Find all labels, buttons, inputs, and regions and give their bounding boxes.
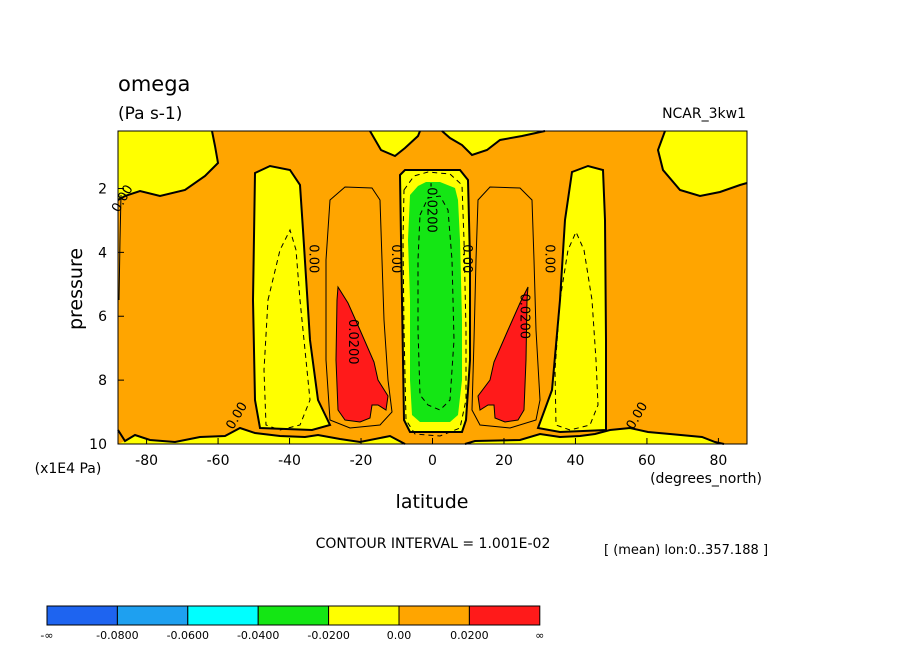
zero-contour-equator — [398, 169, 471, 433]
negative-contour-equator-outer — [402, 171, 467, 437]
x-tick-label: 0 — [428, 453, 437, 469]
contour-label: 0.0200 — [345, 319, 360, 365]
negative-contour-equator-inner — [417, 195, 455, 411]
x-axis: -80 -60 -40 -20 0 20 40 60 80 — [135, 438, 727, 469]
colorbar-swatch — [468, 605, 541, 626]
colorbar-swatch — [398, 605, 470, 626]
contour-lines — [117, 130, 748, 445]
positive-strong-outline-south — [335, 285, 389, 423]
colorbar-swatch — [116, 605, 189, 626]
x-tick-label: -40 — [278, 453, 301, 469]
x-tick-label: -60 — [207, 453, 230, 469]
colorbar-level-label: -0.0400 — [237, 629, 279, 642]
contour-labels: 0.000.00 0.00 0.00 0.000.00 0.00-0.02000.020… — [109, 183, 651, 433]
contour-label-text: 0.00 — [541, 244, 556, 273]
negative-contour-north — [554, 230, 599, 431]
x-tick-label: 40 — [567, 453, 585, 469]
contour-label-text: 0.00 — [388, 244, 403, 273]
zero-contour-south-subtropics — [251, 164, 332, 432]
y-tick-label: 8 — [98, 373, 107, 389]
zero-contour-north-subtropics — [536, 164, 607, 434]
zero-contour-outer — [117, 130, 748, 445]
x-tick-label: 20 — [495, 453, 513, 469]
chart-title: omega — [118, 72, 190, 96]
zero-contour-edge-west — [118, 194, 122, 301]
dataset-label: NCAR_3kw1 — [662, 106, 746, 122]
contour-label: 0.00 — [541, 244, 556, 273]
positive-strong-outline-north — [477, 286, 529, 423]
colorbar-swatch — [257, 605, 330, 626]
x-tick-label: 60 — [638, 453, 656, 469]
colorbar-swatch — [328, 605, 400, 626]
colorbar-level-label: ∞ — [535, 629, 544, 642]
positive-contour-south — [325, 186, 393, 429]
contour-label-text: 0.0200 — [345, 319, 360, 365]
mean-label: [ (mean) lon:0..357.188 ] — [604, 543, 768, 558]
y-tick-label: 6 — [98, 309, 107, 325]
positive-contour-north — [471, 186, 541, 429]
fill-negative-strong — [408, 182, 462, 422]
contour-label: 0.00 — [388, 244, 403, 273]
x-tick-label: 80 — [709, 453, 727, 469]
colorbar-level-label: -0.0600 — [167, 629, 209, 642]
colorbar-swatch — [187, 605, 259, 626]
colorbar-level-label: -∞ — [40, 629, 53, 642]
fill-positive-weak — [118, 131, 747, 444]
contour-label-text: -0.0200 — [424, 183, 439, 233]
contour-interval-label: CONTOUR INTERVAL = 1.001E-02 — [316, 536, 551, 552]
chart-units: (Pa s-1) — [118, 104, 182, 124]
contour-label: 0.0200 — [516, 293, 531, 339]
colorbar-level-label: 0.0200 — [450, 629, 489, 642]
x-tick-label: -80 — [135, 453, 158, 469]
y-units-label: (x1E4 Pa) — [35, 461, 102, 477]
colorbar-swatch — [46, 605, 118, 626]
y-axis-title: pressure — [65, 248, 87, 330]
contour-label-text: 0.00 — [459, 244, 474, 273]
x-tick-label: -20 — [350, 453, 373, 469]
fill-positive-strong-south — [336, 287, 388, 422]
colorbar-level-label: -0.0800 — [96, 629, 138, 642]
contour-label: 0.00 — [459, 244, 474, 273]
x-units-label: (degrees_north) — [650, 471, 762, 487]
negative-contour-south — [263, 228, 311, 431]
y-tick-label: 10 — [89, 437, 107, 453]
contour-label-text: 0.00 — [306, 244, 321, 273]
colorbar-level-label: 0.00 — [387, 629, 412, 642]
y-tick-label: 2 — [98, 181, 107, 197]
y-tick-label: 4 — [98, 245, 107, 261]
y-axis: 2 4 6 8 10 — [89, 181, 124, 453]
fill-positive-strong-north — [478, 287, 528, 422]
contour-label: -0.0200 — [424, 183, 439, 233]
x-axis-title: latitude — [396, 491, 469, 513]
colorbar: -∞ -0.0800 -0.0600 -0.0400 -0.0200 0.00 0.0200… — [40, 605, 544, 642]
contour-label: 0.00 — [306, 244, 321, 273]
contour-fills — [118, 131, 747, 444]
contour-label-text: 0.0200 — [516, 293, 531, 339]
colorbar-level-label: -0.0200 — [307, 629, 349, 642]
